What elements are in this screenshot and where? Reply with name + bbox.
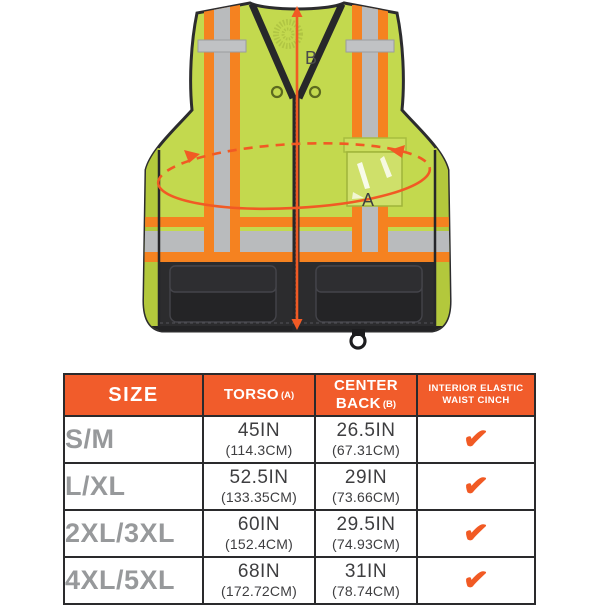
logo-watermark	[273, 19, 303, 49]
torso-value: 68IN (172.72CM)	[202, 556, 316, 605]
torso-measurement-ellipse	[156, 141, 432, 211]
size-chart-header-row: SIZE TORSO (A) CENTER BACK (B) INTERIOR EL…	[63, 373, 536, 417]
header-waist-cinch: INTERIOR ELASTIC WAIST CINCH	[416, 373, 536, 417]
cinch-cell: ✔	[416, 462, 536, 511]
ellipse-arrowhead-right	[390, 145, 405, 158]
measurement-label-a: A	[362, 190, 374, 210]
center-back-arrow	[291, 6, 303, 330]
pocket-left	[169, 265, 277, 323]
measurement-label-b: B	[305, 48, 317, 68]
check-icon: ✔	[461, 515, 491, 551]
torso-value: 45IN (114.3CM)	[202, 415, 316, 464]
center-back-value: 31IN (78.74CM)	[314, 556, 418, 605]
cinch-cell: ✔	[416, 415, 536, 464]
center-back-value: 29IN (73.66CM)	[314, 462, 418, 511]
check-icon: ✔	[461, 421, 491, 457]
lapel-right	[295, 3, 346, 100]
chest-tab-right	[345, 39, 395, 53]
size-label: S/M	[63, 415, 204, 464]
center-back-value: 29.5IN (74.93CM)	[314, 509, 418, 558]
ellipse-arrowhead-left	[184, 150, 200, 163]
grommet-left	[270, 85, 284, 99]
header-center-back: CENTER BACK (B)	[314, 373, 418, 417]
table-row: 4XL/5XL 68IN (172.72CM) 31IN (78.74CM) ✔	[63, 556, 536, 605]
cinch-cell: ✔	[416, 509, 536, 558]
vest-illustration: A B	[142, 1, 452, 350]
torso-value: 52.5IN (133.35CM)	[202, 462, 316, 511]
left-stripe-silver	[214, 5, 230, 252]
size-label: 2XL/3XL	[63, 509, 204, 558]
header-torso: TORSO (A)	[202, 373, 316, 417]
d-ring	[349, 329, 367, 350]
size-chart-table: SIZE TORSO (A) CENTER BACK (B) INTERIOR EL…	[63, 373, 536, 605]
check-icon: ✔	[461, 468, 491, 504]
center-back-value: 26.5IN (67.31CM)	[314, 415, 418, 464]
cinch-cell: ✔	[416, 556, 536, 605]
pocket-right	[315, 265, 423, 323]
table-row: L/XL 52.5IN (133.35CM) 29IN (73.66CM) ✔	[63, 462, 536, 511]
size-label: L/XL	[63, 462, 204, 511]
table-row: S/M 45IN (114.3CM) 26.5IN (67.31CM) ✔	[63, 415, 536, 464]
size-label: 4XL/5XL	[63, 556, 204, 605]
check-icon: ✔	[461, 562, 491, 598]
torso-value: 60IN (152.4CM)	[202, 509, 316, 558]
table-row: 2XL/3XL 60IN (152.4CM) 29.5IN (74.93CM) …	[63, 509, 536, 558]
chest-tab-left	[197, 39, 247, 53]
lapel-left	[248, 3, 297, 100]
safety-vest-diagram: A B	[140, 0, 460, 362]
header-size: SIZE	[63, 373, 204, 417]
grommet-right	[308, 85, 322, 99]
